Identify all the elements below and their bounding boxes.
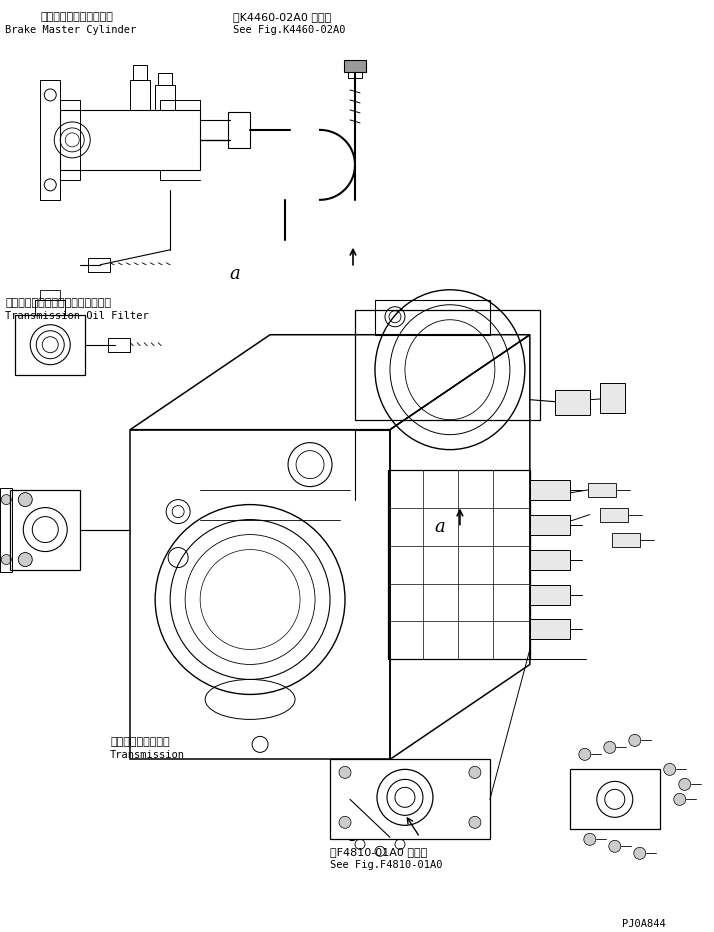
Circle shape [469,766,481,778]
Circle shape [19,493,32,507]
Circle shape [609,841,620,852]
Text: トランスミッションオイルフィルタ: トランスミッションオイルフィルタ [5,297,111,308]
Polygon shape [600,508,628,522]
Polygon shape [555,390,590,415]
Circle shape [19,553,32,567]
Text: a: a [230,265,241,282]
Polygon shape [530,480,570,500]
Polygon shape [344,60,366,72]
Circle shape [679,778,690,790]
Text: Brake Master Cylinder: Brake Master Cylinder [5,25,136,35]
Text: See Fig.F4810-01A0: See Fig.F4810-01A0 [330,860,443,870]
Text: See Fig.K4460-02A0: See Fig.K4460-02A0 [233,25,346,35]
Polygon shape [530,620,570,639]
Circle shape [584,833,595,845]
Circle shape [634,847,645,859]
Text: 第K4460-02A0 図参照: 第K4460-02A0 図参照 [233,12,331,22]
Circle shape [339,816,351,829]
Circle shape [579,748,590,761]
Text: Transmission Oil Filter: Transmission Oil Filter [5,310,149,321]
Polygon shape [530,514,570,535]
Circle shape [1,495,11,504]
Polygon shape [612,532,640,546]
Text: トランスミッション: トランスミッション [110,737,170,747]
Circle shape [674,793,685,805]
Text: –: – [348,834,354,847]
Text: ブレーキマスタシリンダ: ブレーキマスタシリンダ [40,12,113,22]
Polygon shape [600,383,625,413]
Text: 第F4810-01A0 図参照: 第F4810-01A0 図参照 [330,847,427,857]
Circle shape [604,741,615,753]
Circle shape [469,816,481,829]
Text: PJ0A844: PJ0A844 [622,919,665,929]
Text: a: a [435,517,446,536]
Circle shape [1,555,11,565]
Circle shape [664,763,675,775]
Circle shape [629,734,640,747]
Polygon shape [530,550,570,569]
Circle shape [339,766,351,778]
Polygon shape [530,584,570,605]
Text: Transmission: Transmission [110,750,185,761]
Polygon shape [588,483,615,497]
